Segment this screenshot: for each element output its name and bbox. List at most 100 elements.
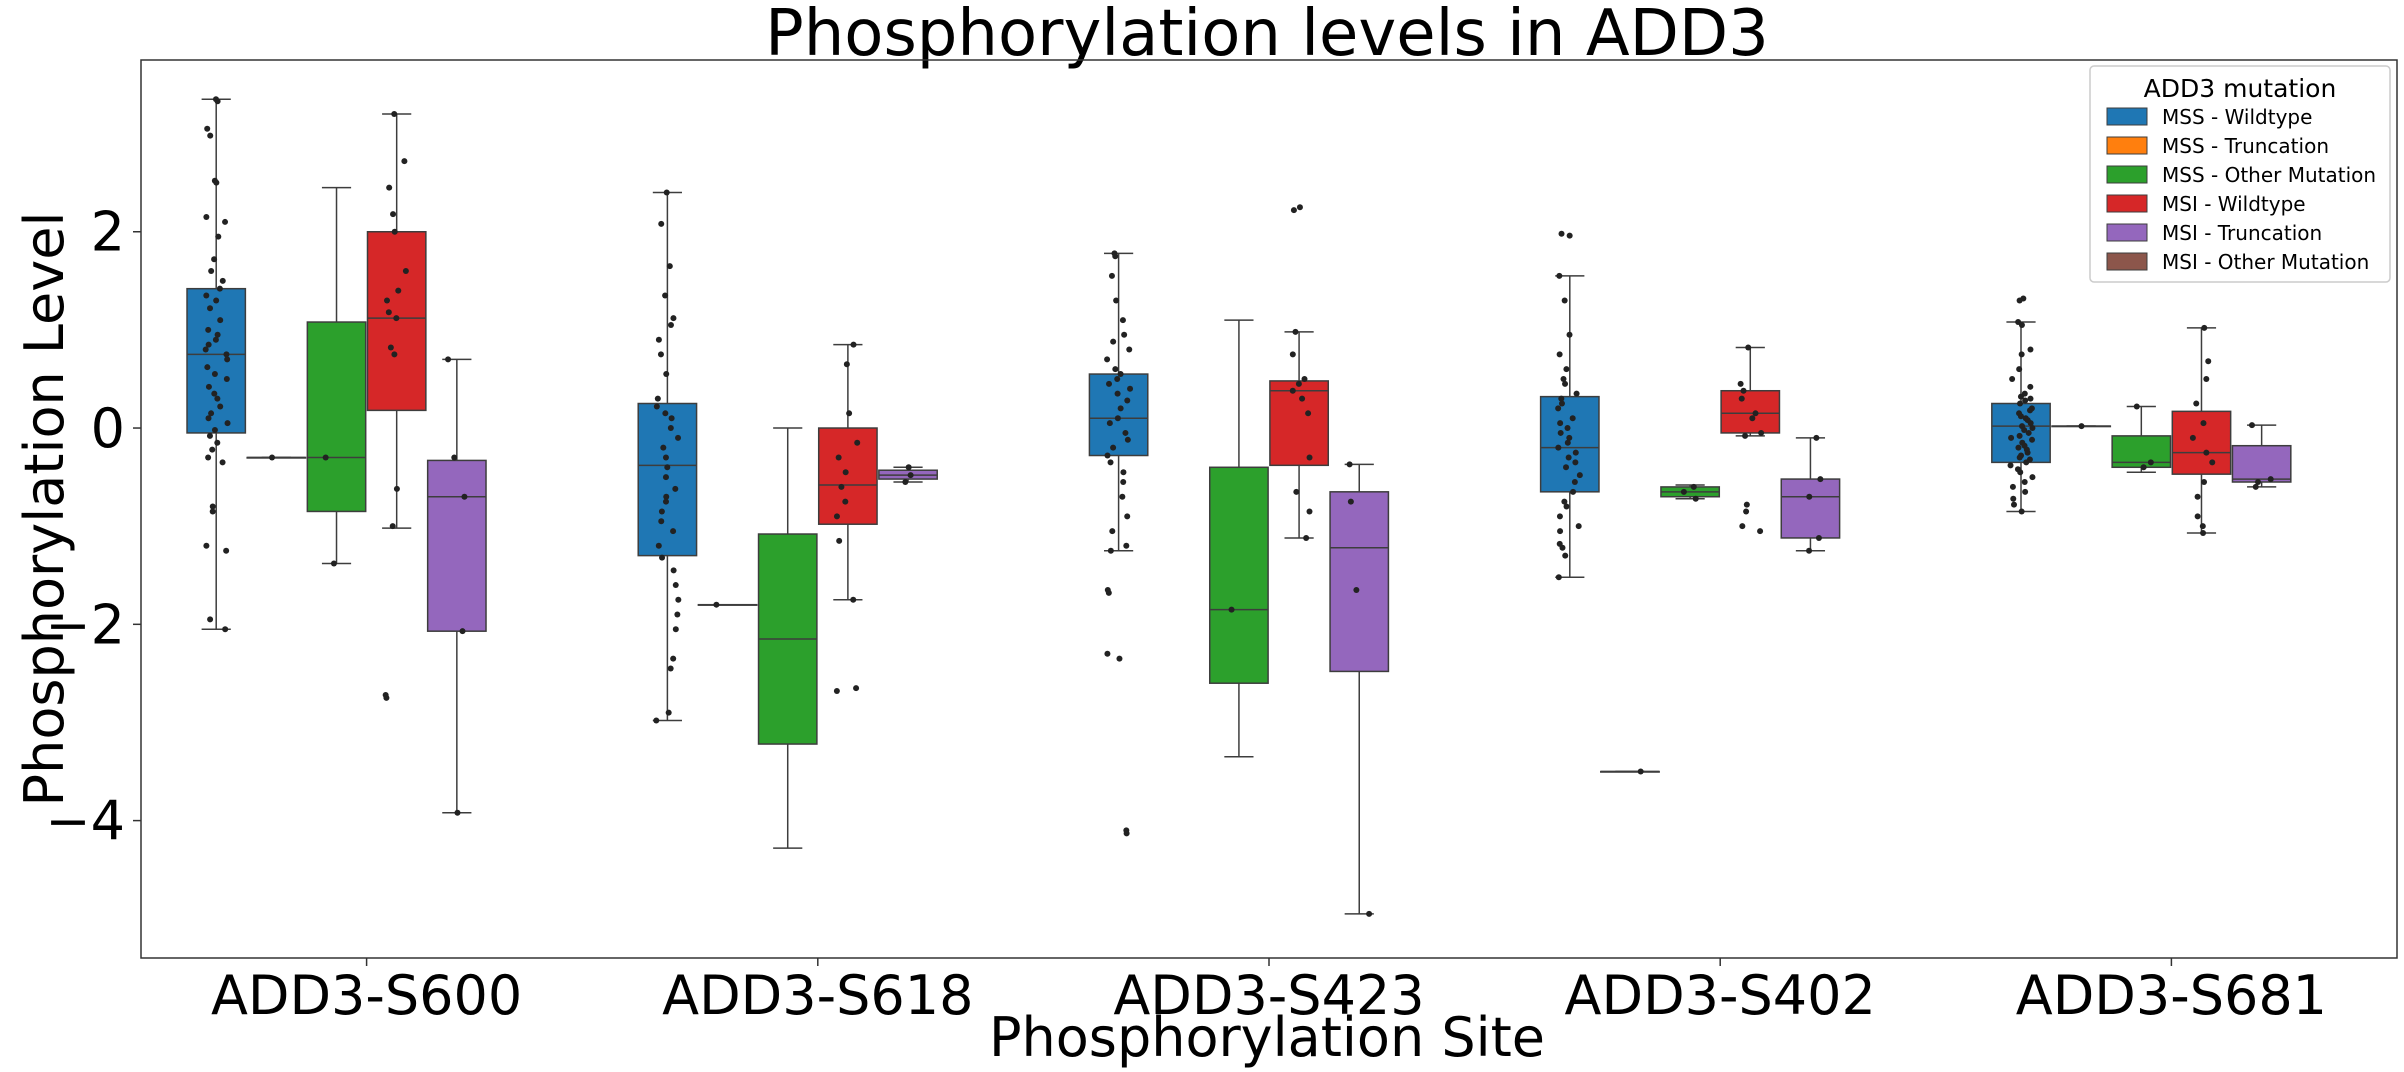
box-group [2051, 423, 2112, 430]
data-point [1228, 606, 1235, 613]
data-point [1564, 425, 1571, 432]
data-point [214, 98, 221, 105]
box-group [246, 454, 307, 461]
data-point [1112, 253, 1119, 260]
data-point [1690, 483, 1697, 490]
data-point [1104, 356, 1111, 363]
data-point [1566, 232, 1573, 239]
data-point [1121, 331, 1128, 338]
data-point [672, 582, 679, 589]
box [426, 459, 487, 632]
data-point [211, 390, 218, 397]
data-point [1555, 574, 1562, 581]
data-point [224, 356, 231, 363]
data-point [1740, 387, 1747, 394]
data-point [2252, 483, 2259, 490]
data-point [1737, 380, 1744, 387]
data-point [391, 351, 398, 358]
data-point [1123, 830, 1130, 837]
y-tick-label: −2 [45, 593, 125, 656]
data-point [213, 297, 220, 304]
data-point [383, 694, 390, 701]
data-point [330, 560, 337, 567]
data-point [1743, 501, 1750, 508]
data-point [393, 315, 400, 322]
data-point [653, 403, 660, 410]
data-point [2008, 434, 2015, 441]
data-point [1290, 207, 1297, 214]
data-point [662, 454, 669, 461]
data-point [214, 331, 221, 338]
data-point [1107, 547, 1114, 554]
data-point [1758, 429, 1765, 436]
data-point [1556, 272, 1563, 279]
data-point [223, 375, 230, 382]
data-point [219, 459, 226, 466]
plot-area [186, 96, 2292, 917]
data-point [1555, 444, 1562, 451]
data-point [222, 218, 229, 225]
data-point [663, 493, 670, 500]
data-point [2016, 366, 2023, 373]
legend-label: MSI - Other Mutation [2162, 250, 2369, 274]
data-point [1289, 387, 1296, 394]
data-point [1116, 655, 1123, 662]
data-point [2027, 383, 2034, 390]
data-point [2018, 351, 2025, 358]
data-point [1558, 400, 1565, 407]
data-point [1556, 513, 1563, 520]
data-point [842, 469, 849, 476]
data-point [1295, 380, 1302, 387]
data-point [1561, 297, 1568, 304]
data-point [205, 454, 212, 461]
legend-label: MSI - Truncation [2162, 221, 2322, 245]
y-tick-label: −4 [45, 790, 125, 853]
data-point [2027, 395, 2034, 402]
data-point [1104, 452, 1111, 459]
data-point [664, 464, 671, 471]
box-group [637, 189, 698, 724]
data-point [1289, 351, 1296, 358]
data-point [675, 596, 682, 603]
data-point [383, 297, 390, 304]
data-point [2029, 436, 2036, 443]
data-point [663, 371, 670, 378]
data-point [217, 403, 224, 410]
box [1720, 389, 1781, 434]
data-point [902, 479, 909, 486]
data-point [907, 472, 914, 479]
data-point [1108, 272, 1115, 279]
legend-swatch [2106, 107, 2148, 126]
data-point [853, 685, 860, 692]
data-point [1569, 415, 1576, 422]
box [2231, 444, 2292, 483]
data-point [1106, 380, 1113, 387]
legend-label: MSI - Wildtype [2162, 192, 2306, 216]
data-point [1347, 498, 1354, 505]
data-point [662, 292, 669, 299]
data-point [224, 420, 231, 427]
data-point [208, 410, 215, 417]
data-point [1124, 436, 1131, 443]
data-point [219, 277, 226, 284]
data-point [2267, 476, 2274, 483]
data-point [2016, 297, 2023, 304]
data-point [660, 444, 667, 451]
data-point [1113, 297, 1120, 304]
data-point [1561, 498, 1568, 505]
data-point [667, 425, 674, 432]
data-point [2209, 459, 2216, 466]
data-point [658, 508, 665, 515]
data-point [836, 537, 843, 544]
chart-title: Phosphorylation levels in ADD3 [765, 0, 1769, 71]
legend-frame [2089, 65, 2391, 283]
data-point [2021, 479, 2028, 486]
legend: ADD3 mutation MSS - Wildtype MSS - Trunca… [2089, 65, 2391, 283]
data-point [2200, 530, 2207, 537]
data-point [2023, 459, 2030, 466]
data-point [205, 415, 212, 422]
data-point [1122, 429, 1129, 436]
data-point [204, 125, 211, 132]
x-axis-label: Phosphorylation Site [989, 1006, 1545, 1069]
box-group [1329, 461, 1390, 917]
